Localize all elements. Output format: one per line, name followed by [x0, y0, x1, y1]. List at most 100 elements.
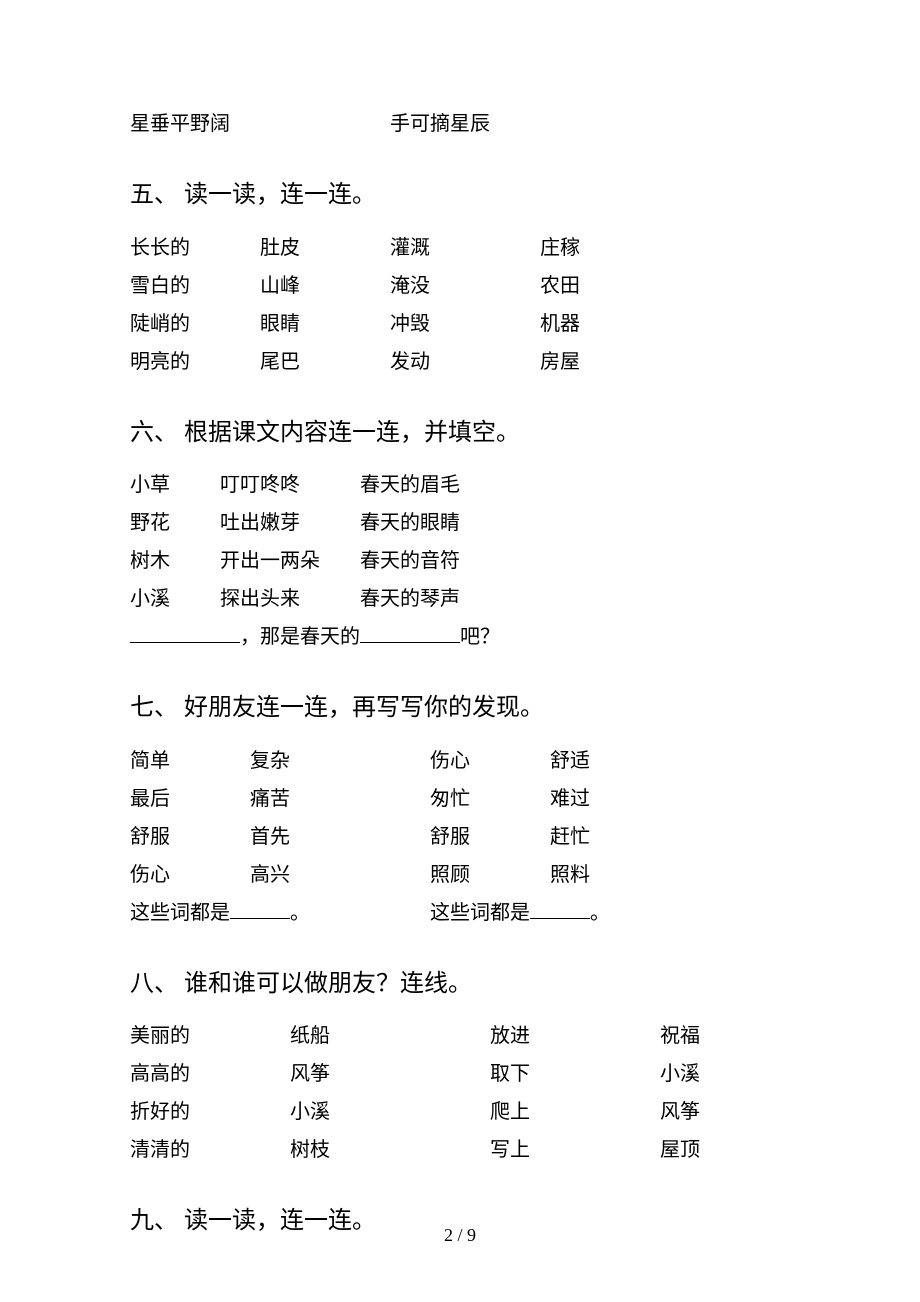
cell: 高高的: [130, 1055, 290, 1093]
bottom-label: 这些词都是: [130, 902, 230, 924]
cell: 野花: [130, 504, 220, 542]
table-row: 清清的 树枝 写上 屋顶: [130, 1131, 790, 1169]
cell: 农田: [540, 267, 640, 305]
cell: 冲毁: [390, 305, 540, 343]
cell: 祝福: [660, 1017, 740, 1055]
cell: 小溪: [290, 1093, 490, 1131]
q6-title: 六、 根据课文内容连一连，并填空。: [130, 411, 790, 457]
cell: 发动: [390, 343, 540, 381]
cell: 小溪: [130, 580, 220, 618]
q5-title: 五、 读一读，连一连。: [130, 173, 790, 219]
page-footer: 2 / 9: [0, 1218, 920, 1252]
cell: 照料: [550, 856, 650, 894]
cell: 树木: [130, 542, 220, 580]
cell: 吐出嫩芽: [220, 504, 360, 542]
cell: 风筝: [660, 1093, 740, 1131]
table-row: 小草 叮叮咚咚 春天的眉毛: [130, 466, 790, 504]
cell: 纸船: [290, 1017, 490, 1055]
fill-text: ，那是春天的: [240, 626, 360, 648]
table-row: 美丽的 纸船 放进 祝福: [130, 1017, 790, 1055]
cell: 取下: [490, 1055, 660, 1093]
cell: 高兴: [250, 856, 430, 894]
cell: 清清的: [130, 1131, 290, 1169]
cell: 树枝: [290, 1131, 490, 1169]
q7-title: 七、 好朋友连一连，再写写你的发现。: [130, 686, 790, 732]
cell: 开出一两朵: [220, 542, 360, 580]
table-row: 伤心 高兴 照顾 照料: [130, 856, 790, 894]
cell: 灌溉: [390, 229, 540, 267]
cell: 舒服: [430, 818, 550, 856]
table-row: 高高的 风筝 取下 小溪: [130, 1055, 790, 1093]
cell: 赶忙: [550, 818, 650, 856]
period: 。: [590, 902, 610, 924]
table-row: 野花 吐出嫩芽 春天的眼睛: [130, 504, 790, 542]
cell: 首先: [250, 818, 430, 856]
q8-table: 美丽的 纸船 放进 祝福 高高的 风筝 取下 小溪 折好的 小溪 爬上 风筝 清…: [130, 1017, 790, 1169]
top-left-text: 星垂平野阔: [130, 105, 390, 143]
fill-blank[interactable]: [130, 642, 240, 643]
cell: 叮叮咚咚: [220, 466, 360, 504]
cell: 春天的眼睛: [360, 504, 520, 542]
cell: 最后: [130, 780, 250, 818]
cell: 探出头来: [220, 580, 360, 618]
fill-text: 吧？: [460, 626, 500, 648]
cell: 雪白的: [130, 267, 260, 305]
cell: 匆忙: [430, 780, 550, 818]
cell: 复杂: [250, 742, 430, 780]
period: 。: [290, 902, 310, 924]
cell: 爬上: [490, 1093, 660, 1131]
q7-table: 简单 复杂 伤心 舒适 最后 痛苦 匆忙 难过 舒服 首先 舒服 赶忙 伤心 高…: [130, 742, 790, 932]
cell: 美丽的: [130, 1017, 290, 1055]
cell: 难过: [550, 780, 650, 818]
cell: 眼睛: [260, 305, 390, 343]
cell: 小溪: [660, 1055, 740, 1093]
table-row: 最后 痛苦 匆忙 难过: [130, 780, 790, 818]
cell: 简单: [130, 742, 250, 780]
cell: 折好的: [130, 1093, 290, 1131]
cell: 屋顶: [660, 1131, 740, 1169]
cell: 庄稼: [540, 229, 640, 267]
cell: 肚皮: [260, 229, 390, 267]
table-row: 树木 开出一两朵 春天的音符: [130, 542, 790, 580]
cell: 春天的眉毛: [360, 466, 520, 504]
cell: 照顾: [430, 856, 550, 894]
cell: 伤心: [130, 856, 250, 894]
cell: 陡峭的: [130, 305, 260, 343]
cell: 放进: [490, 1017, 660, 1055]
q5-table: 长长的 肚皮 灌溉 庄稼 雪白的 山峰 淹没 农田 陡峭的 眼睛 冲毁 机器 明…: [130, 229, 790, 381]
cell: 舒服: [130, 818, 250, 856]
top-right-text: 手可摘星辰: [390, 105, 490, 143]
table-row: 舒服 首先 舒服 赶忙: [130, 818, 790, 856]
q7-bottom: 这些词都是 。 这些词都是 。: [130, 894, 790, 932]
cell: 机器: [540, 305, 640, 343]
fill-blank[interactable]: [230, 918, 290, 919]
table-row: 折好的 小溪 爬上 风筝: [130, 1093, 790, 1131]
q6-table: 小草 叮叮咚咚 春天的眉毛 野花 吐出嫩芽 春天的眼睛 树木 开出一两朵 春天的…: [130, 466, 790, 656]
table-row: 陡峭的 眼睛 冲毁 机器: [130, 305, 790, 343]
table-row: 小溪 探出头来 春天的琴声: [130, 580, 790, 618]
q8-title: 八、 谁和谁可以做朋友？连线。: [130, 962, 790, 1008]
fill-blank[interactable]: [530, 918, 590, 919]
cell: 痛苦: [250, 780, 430, 818]
table-row: 雪白的 山峰 淹没 农田: [130, 267, 790, 305]
cell: 舒适: [550, 742, 650, 780]
fill-blank[interactable]: [360, 642, 460, 643]
cell: 长长的: [130, 229, 260, 267]
cell: 房屋: [540, 343, 640, 381]
cell: 风筝: [290, 1055, 490, 1093]
cell: 写上: [490, 1131, 660, 1169]
cell: 山峰: [260, 267, 390, 305]
bottom-left: 这些词都是 。: [130, 894, 430, 932]
bottom-right: 这些词都是 。: [430, 894, 610, 932]
top-line: 星垂平野阔 手可摘星辰: [130, 105, 790, 143]
table-row: 简单 复杂 伤心 舒适: [130, 742, 790, 780]
cell: 小草: [130, 466, 220, 504]
table-row: 长长的 肚皮 灌溉 庄稼: [130, 229, 790, 267]
cell: 伤心: [430, 742, 550, 780]
cell: 淹没: [390, 267, 540, 305]
cell: 明亮的: [130, 343, 260, 381]
bottom-label: 这些词都是: [430, 902, 530, 924]
cell: 春天的音符: [360, 542, 520, 580]
table-row: 明亮的 尾巴 发动 房屋: [130, 343, 790, 381]
cell: 尾巴: [260, 343, 390, 381]
